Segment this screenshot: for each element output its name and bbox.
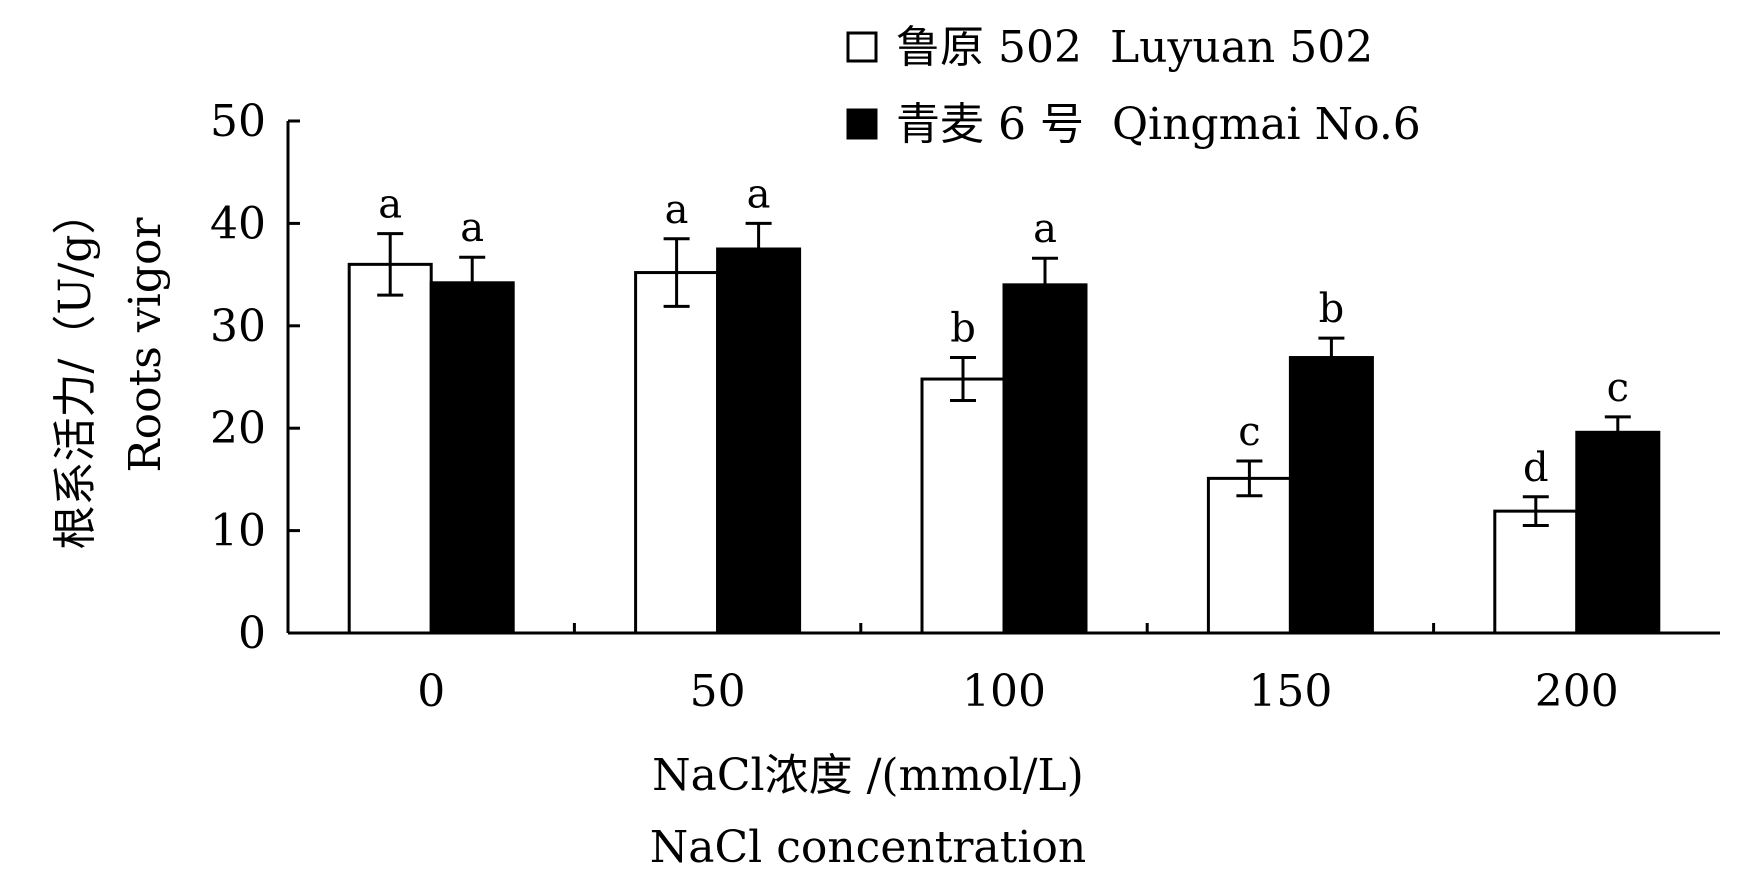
y-tick-label-20: 20 bbox=[210, 403, 266, 454]
bar-s0-100 bbox=[920, 377, 1006, 635]
legend: 鲁原 502 Luyuan 502 青麦 6 号 Qingmai No.6 bbox=[846, 22, 1421, 150]
significance-label-s0-150: c bbox=[1238, 409, 1260, 455]
bar-s1-200 bbox=[1575, 430, 1661, 635]
significance-label-s0-100: b bbox=[950, 306, 976, 352]
significance-label-s1-50: a bbox=[747, 171, 771, 217]
x-tick-label-100: 100 bbox=[962, 666, 1046, 717]
x-tick-label-200: 200 bbox=[1535, 666, 1619, 717]
bar-s1-50 bbox=[716, 247, 802, 635]
y-axis-title-zh: 根系活力/（U/g） bbox=[50, 191, 101, 550]
bar-s1-0 bbox=[429, 281, 515, 635]
bars-layer bbox=[347, 221, 1661, 635]
significance-label-s0-200: d bbox=[1523, 445, 1549, 491]
significance-label-s1-100: a bbox=[1033, 206, 1057, 252]
significance-label-s1-200: c bbox=[1607, 365, 1629, 411]
bar-s1-100 bbox=[1002, 283, 1088, 635]
y-axis-title-en: Roots vigor bbox=[120, 217, 171, 473]
x-axis-title-en: NaCl concentration bbox=[650, 822, 1086, 873]
y-tick-label-50: 50 bbox=[210, 96, 266, 147]
y-tick-label-30: 30 bbox=[210, 301, 266, 352]
x-tick-label-150: 150 bbox=[1248, 666, 1332, 717]
x-tick-label-0: 0 bbox=[417, 666, 445, 717]
legend-label-qingmai: 青麦 6 号 Qingmai No.6 bbox=[896, 99, 1421, 150]
axes-layer bbox=[286, 119, 1720, 635]
y-tick-label-40: 40 bbox=[210, 198, 266, 249]
bar-s1-150 bbox=[1288, 356, 1374, 635]
x-axis-title-zh: NaCl浓度 /(mmol/L) bbox=[652, 750, 1084, 801]
bar-s0-50 bbox=[634, 271, 720, 635]
x-tick-label-50: 50 bbox=[690, 666, 746, 717]
labels-layer: a a b c d a a a b c 0 10 20 30 40 50 0 50 100 150 200 bbox=[210, 96, 1629, 717]
y-tick-label-10: 10 bbox=[210, 506, 266, 557]
significance-label-s0-0: a bbox=[378, 182, 402, 228]
bar-s0-200 bbox=[1493, 509, 1579, 635]
legend-swatch-qingmai bbox=[846, 108, 878, 140]
legend-swatch-luyuan bbox=[846, 31, 878, 63]
significance-label-s0-50: a bbox=[665, 187, 689, 233]
bar-s0-0 bbox=[347, 262, 433, 635]
significance-label-s1-150: b bbox=[1319, 286, 1345, 332]
legend-label-luyuan: 鲁原 502 Luyuan 502 bbox=[896, 22, 1373, 73]
significance-label-s1-0: a bbox=[460, 205, 484, 251]
y-tick-label-0: 0 bbox=[238, 608, 266, 659]
bar-s0-150 bbox=[1206, 476, 1292, 635]
